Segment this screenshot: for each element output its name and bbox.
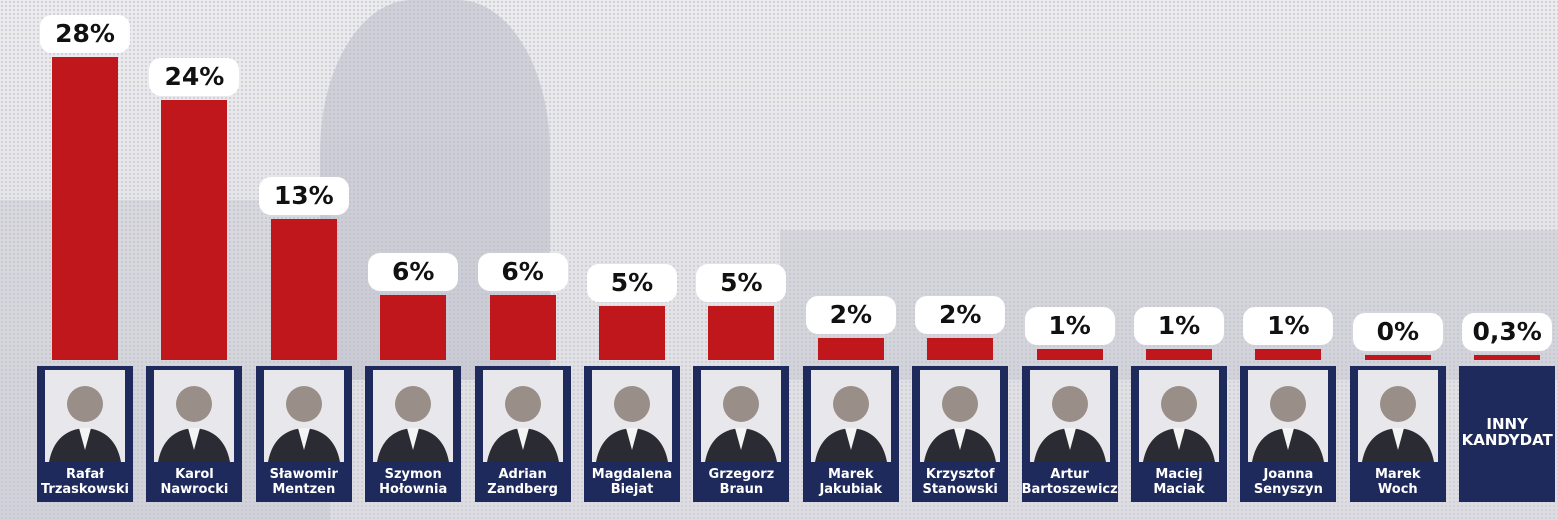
- candidate-name: INNY KANDYDAT: [1461, 415, 1553, 449]
- value-label: 6%: [477, 253, 568, 292]
- bar: [599, 305, 665, 360]
- candidate-photo: [482, 370, 563, 462]
- candidate-card: Krzysztof Stanowski: [912, 366, 1009, 502]
- value-label: 6%: [368, 253, 459, 292]
- candidate-photo: [45, 370, 125, 462]
- candidate-photo: [1029, 370, 1110, 462]
- bar: [1474, 355, 1541, 360]
- candidate-card: Artur Bartoszewicz: [1021, 366, 1118, 502]
- portrait: [486, 386, 559, 462]
- candidate-photo: [1357, 370, 1438, 462]
- candidate-name: Artur Bartoszewicz: [1021, 467, 1118, 497]
- value-label: 5%: [696, 263, 787, 302]
- candidate-photo: [592, 370, 672, 462]
- bar: [1036, 349, 1103, 360]
- portrait: [814, 386, 887, 462]
- candidate-name: Karol Nawrocki: [160, 467, 229, 497]
- candidate-name: Marek Jakubiak: [819, 467, 883, 497]
- bar: [489, 295, 556, 360]
- candidate-name: Magdalena Biejat: [591, 467, 673, 497]
- bar: [817, 338, 884, 360]
- candidate-name: Adrian Zandberg: [487, 467, 558, 497]
- portrait: [705, 386, 778, 462]
- portrait: [596, 386, 668, 462]
- bar: [161, 100, 228, 360]
- candidate-name: Sławomir Mentzen: [269, 467, 338, 497]
- candidate-photo: [1248, 370, 1329, 462]
- value-label: 1%: [1024, 307, 1115, 346]
- candidate-photo: [1139, 370, 1219, 462]
- value-label: 13%: [258, 177, 349, 216]
- candidate-name: Joanna Senyszyn: [1253, 467, 1323, 497]
- candidate-photo: [920, 370, 1001, 462]
- value-label: 0,3%: [1462, 313, 1553, 351]
- bar: [1146, 349, 1212, 360]
- candidate-card: Marek Jakubiak: [802, 366, 899, 502]
- portrait: [267, 386, 340, 462]
- bar: [1255, 349, 1322, 360]
- candidate-photo: [263, 370, 344, 462]
- value-label: 0%: [1352, 313, 1443, 351]
- candidate-card: Rafał Trzaskowski: [37, 366, 133, 502]
- portrait: [158, 386, 231, 462]
- candidate-card: INNY KANDYDAT: [1459, 366, 1556, 502]
- bar: [927, 338, 994, 360]
- candidate-card: Magdalena Biejat: [584, 366, 680, 502]
- candidate-photo: [701, 370, 782, 462]
- value-label: 5%: [587, 263, 677, 302]
- candidate-name: Marek Woch: [1375, 467, 1421, 497]
- candidate-photo: [373, 370, 454, 462]
- portrait: [49, 386, 121, 462]
- candidate-card: Szymon Hołownia: [365, 366, 462, 502]
- portrait: [1361, 386, 1434, 462]
- candidate-card: Marek Woch: [1349, 366, 1446, 502]
- value-label: 24%: [149, 58, 240, 97]
- value-label: 1%: [1243, 307, 1334, 346]
- bar: [52, 57, 118, 360]
- value-label: 2%: [805, 296, 896, 335]
- portrait: [1033, 386, 1106, 462]
- bar: [270, 219, 337, 360]
- candidate-name: Szymon Hołownia: [379, 467, 448, 497]
- candidate-card: Grzegorz Braun: [693, 366, 790, 502]
- bar: [1364, 355, 1431, 360]
- candidate-name: Maciej Maciak: [1153, 467, 1205, 497]
- candidate-photo: [810, 370, 891, 462]
- value-label: 1%: [1134, 307, 1224, 346]
- candidate-name: Grzegorz Braun: [708, 467, 775, 497]
- portrait: [1252, 386, 1325, 462]
- candidate-card: Sławomir Mentzen: [255, 366, 352, 502]
- bar: [708, 305, 775, 360]
- portrait: [377, 386, 450, 462]
- portrait: [924, 386, 997, 462]
- candidate-name: Rafał Trzaskowski: [40, 467, 129, 497]
- value-label: 2%: [915, 296, 1006, 335]
- bar: [380, 295, 447, 360]
- candidate-card: Joanna Senyszyn: [1240, 366, 1337, 502]
- candidate-card: Maciej Maciak: [1131, 366, 1227, 502]
- candidate-card: Karol Nawrocki: [146, 366, 243, 502]
- portrait: [1143, 386, 1215, 462]
- value-label: 28%: [40, 15, 130, 53]
- candidate-name: Krzysztof Stanowski: [922, 467, 998, 497]
- candidate-photo: [154, 370, 235, 462]
- candidate-card: Adrian Zandberg: [474, 366, 571, 502]
